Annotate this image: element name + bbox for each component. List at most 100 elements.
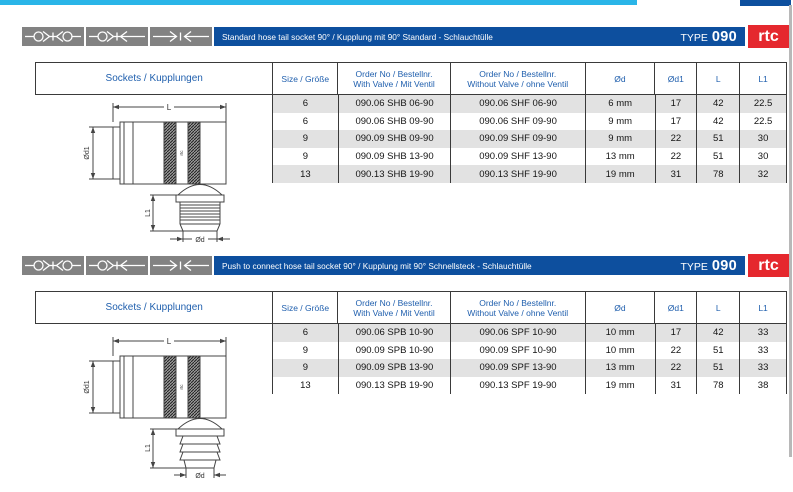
table-cell: 090.09 SHB 13-90 <box>337 147 451 166</box>
technical-drawing-push-to-connect-socket: L Ød1 L1 Ød rtc <box>84 337 227 480</box>
table-cell: 9 mm <box>584 130 655 148</box>
inline-plug-icon <box>150 27 212 46</box>
dim-label-L1: L1 <box>145 209 152 217</box>
double-coupling-icon <box>22 256 84 275</box>
table-cell: 090.09 SPB 13-90 <box>337 359 451 377</box>
rtc-logo: rtc <box>748 25 789 48</box>
type-badge: TYPE 090 <box>680 29 737 45</box>
corner-accent-bar <box>740 0 791 6</box>
column-header-od: Ød <box>584 63 655 94</box>
dim-label-Od1: Ød1 <box>84 380 91 393</box>
table-cell: 090.09 SPB 10-90 <box>337 341 451 360</box>
table-cell: 31 <box>654 165 697 183</box>
top-accent-bar <box>0 0 637 5</box>
dim-label-Od1: Ød1 <box>84 146 91 159</box>
order-no-line: Order No / Bestellnr. <box>479 297 557 308</box>
table-cell: 33 <box>739 341 786 360</box>
table-body: 6 090.06 SPB 10-90 090.06 SPF 10-90 10 mm 17… <box>272 324 787 395</box>
dim-label-Od: Ød <box>195 473 204 480</box>
table-cell: 22.5 <box>739 95 786 113</box>
table-row: 13 090.13 SHB 19-90 090.13 SHF 19-90 19 mm 3… <box>273 165 786 183</box>
without-valve-line: Without Valve / ohne Ventil <box>467 307 569 318</box>
table-cell: 32 <box>739 165 786 183</box>
column-header-sockets: Sockets / Kupplungen <box>105 72 203 84</box>
table-cell: 22 <box>654 130 697 148</box>
type-label: TYPE <box>680 260 708 273</box>
table-cell: 30 <box>739 147 786 166</box>
column-header-od1: Ød1 <box>654 292 696 323</box>
dim-label-L1: L1 <box>145 444 152 452</box>
table-cell: 6 <box>302 327 309 339</box>
coupling-with-plug-icon <box>86 256 148 275</box>
table-cell: 13 mm <box>584 359 655 377</box>
table-cell: 17 <box>654 95 697 113</box>
title-bar: Standard hose tail socket 90° / Kupplung… <box>214 27 745 46</box>
column-header-sockets: Sockets / Kupplungen <box>105 301 203 313</box>
table-cell: 51 <box>696 130 739 148</box>
table-header-row: Sockets / Kupplungen Size / Größe Order … <box>35 291 787 324</box>
table-cell: 090.09 SHB 09-90 <box>337 130 451 148</box>
table-cell: 19 mm <box>584 376 655 395</box>
spec-table: Sockets / Kupplungen Size / Größe Order … <box>35 62 787 183</box>
order-no-line: Order No / Bestellnr. <box>355 297 433 308</box>
table-cell: 6 mm <box>584 95 655 113</box>
table-cell: 78 <box>696 376 739 395</box>
dim-label-L: L <box>167 103 172 112</box>
table-cell: 090.06 SHB 09-90 <box>337 112 451 131</box>
table-cell: 090.06 SPF 10-90 <box>450 324 584 342</box>
column-header-with-valve: Order No / Bestellnr. With Valve / Mit V… <box>337 292 450 323</box>
table-cell: 090.13 SPB 19-90 <box>337 376 451 395</box>
table-row: 6 090.06 SHB 06-90 090.06 SHF 06-90 6 mm 17 4… <box>273 95 786 113</box>
section-title: Standard hose tail socket 90° / Kupplung… <box>222 31 493 42</box>
table-cell: 22 <box>654 359 697 377</box>
table-cell: 17 <box>654 112 697 131</box>
table-cell: 42 <box>696 95 739 113</box>
table-row: 6 090.06 SPB 10-90 090.06 SPF 10-90 10 mm 17… <box>273 324 786 342</box>
with-valve-line: With Valve / Mit Ventil <box>353 307 435 318</box>
page-edge-line <box>789 5 792 457</box>
table-cell: 090.13 SHF 19-90 <box>450 165 584 183</box>
section-title: Push to connect hose tail socket 90° / K… <box>222 260 532 271</box>
column-header-od: Ød <box>584 292 655 323</box>
table-cell: 13 <box>300 380 311 392</box>
table-cell: 9 <box>302 362 309 374</box>
drawing-brand-mark: rtc <box>179 384 184 390</box>
table-header-row: Sockets / Kupplungen Size / Größe Order … <box>35 62 787 95</box>
table-cell: 33 <box>739 324 786 342</box>
type-number: 090 <box>711 257 737 274</box>
column-header-od1: Ød1 <box>654 63 696 94</box>
column-header-size: Size / Größe <box>272 292 337 323</box>
table-cell: 090.06 SHB 06-90 <box>337 95 451 113</box>
type-label: TYPE <box>680 31 708 44</box>
table-cell: 10 mm <box>584 341 655 360</box>
column-header-l1: L1 <box>739 63 786 94</box>
table-cell: 51 <box>696 341 739 360</box>
table-body: 6 090.06 SHB 06-90 090.06 SHF 06-90 6 mm 17 4… <box>272 95 787 183</box>
order-no-line: Order No / Bestellnr. <box>479 68 557 79</box>
column-header-size: Size / Größe <box>272 63 337 94</box>
column-header-l: L <box>696 63 739 94</box>
table-cell: 42 <box>696 324 739 342</box>
table-cell: 22.5 <box>739 112 786 131</box>
section-header-bar <box>22 256 214 275</box>
table-cell: 30 <box>739 130 786 148</box>
title-bar: Push to connect hose tail socket 90° / K… <box>214 256 745 275</box>
table-cell: 6 <box>302 98 309 110</box>
table-cell: 090.09 SHF 13-90 <box>450 147 584 166</box>
table-cell: 42 <box>696 112 739 131</box>
coupling-with-plug-icon <box>86 27 148 46</box>
table-cell: 31 <box>654 376 697 395</box>
table-cell: 22 <box>654 341 697 360</box>
without-valve-line: Without Valve / ohne Ventil <box>467 78 569 89</box>
table-cell: 10 mm <box>584 324 655 342</box>
dim-label-Od: Ød <box>195 237 204 244</box>
double-coupling-icon <box>22 27 84 46</box>
dim-label-L: L <box>167 337 172 346</box>
column-header-without-valve: Order No / Bestellnr. Without Valve / oh… <box>449 63 585 94</box>
table-cell: 13 <box>300 168 311 180</box>
table-row: 9 090.09 SPB 10-90 090.09 SPF 10-90 10 mm 22… <box>273 341 786 360</box>
table-cell: 090.06 SHF 06-90 <box>450 95 584 113</box>
order-no-line: Order No / Bestellnr. <box>355 68 433 79</box>
type-number: 090 <box>711 28 737 45</box>
table-cell: 9 <box>302 133 309 145</box>
